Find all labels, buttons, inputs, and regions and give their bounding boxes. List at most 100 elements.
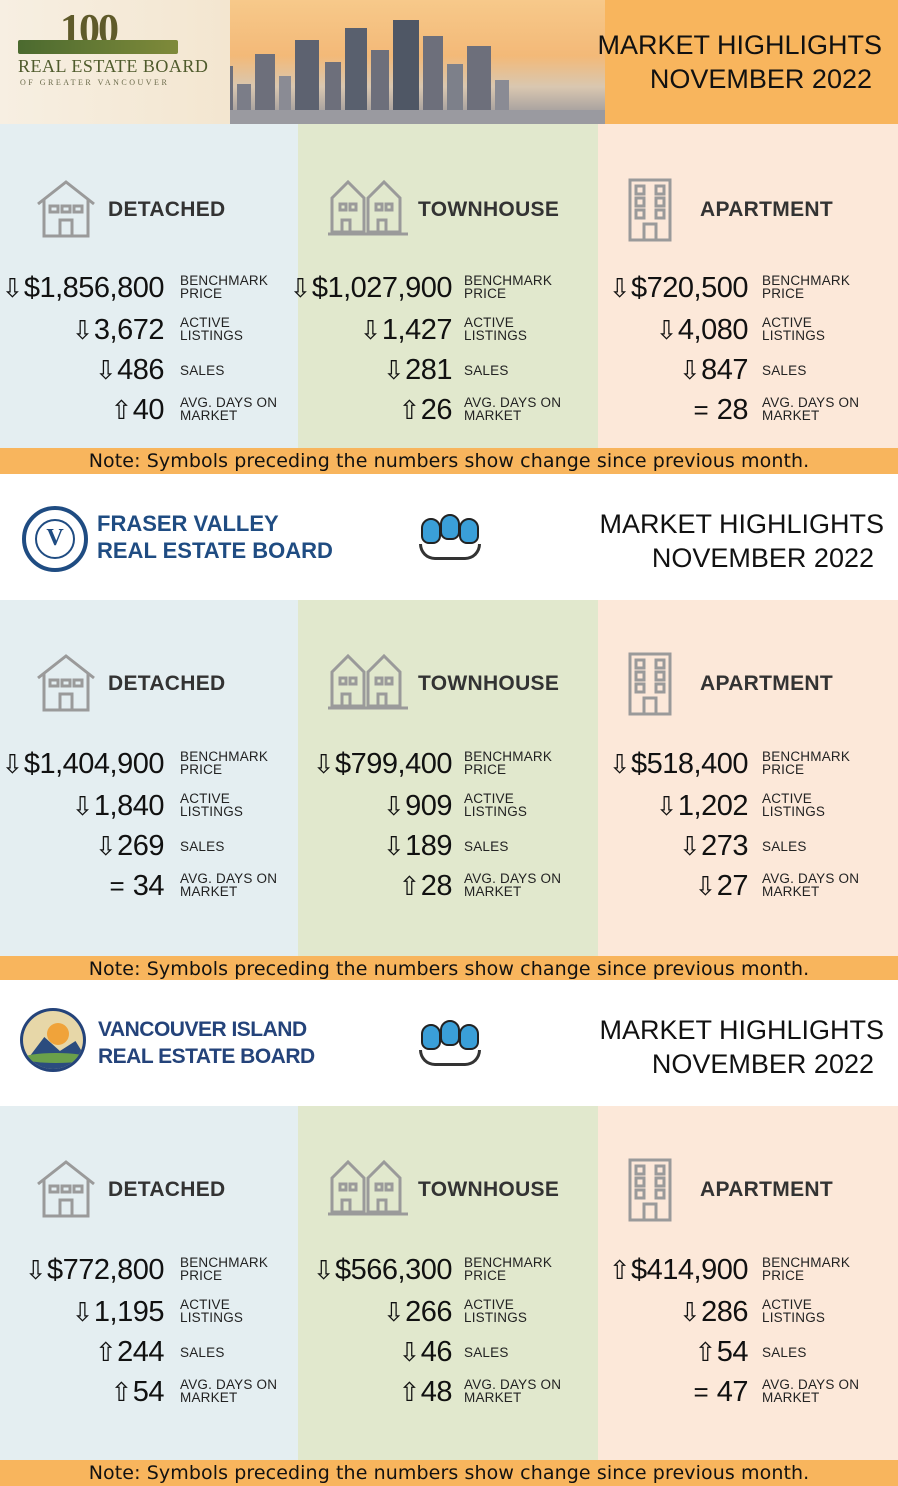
change-arrow: ⇩ (655, 791, 678, 821)
active-listings-value: ⇩1,840 (72, 786, 165, 826)
townhouse-label: TOWNHOUSE (418, 198, 560, 221)
apartment-label: APARTMENT (700, 1178, 833, 1201)
benchmark-price-label: BENCHMARK PRICE (464, 273, 553, 301)
active-listings-label: ACTIVE LISTINGS (180, 791, 244, 819)
days-on-market-value: ⇧40 (110, 390, 164, 430)
sales-label: SALES (762, 839, 807, 854)
active-listings-row: ⇩266 ACTIVE LISTINGS (298, 1292, 598, 1332)
sales-label: SALES (180, 363, 225, 378)
logo-board-name: REAL ESTATE BOARD (18, 56, 209, 76)
value-number: 269 (117, 830, 164, 862)
value-number: 486 (117, 354, 164, 386)
value-number: 27 (716, 870, 749, 902)
value-number: 281 (405, 354, 452, 386)
benchmark-price-value: ⇩$518,400 (609, 744, 749, 784)
value-number: 54 (716, 1336, 749, 1368)
days-on-market-value: = 28 (693, 390, 748, 430)
townhouse-icon (328, 179, 408, 236)
title-line-2: NOVEMBER 2022 (651, 1049, 874, 1079)
board-name-line-2: REAL ESTATE BOARD (98, 1045, 315, 1068)
board-name-line-1: FRASER VALLEY (97, 511, 279, 536)
value-number: $1,027,900 (311, 272, 453, 304)
sales-value: ⇧54 (694, 1332, 748, 1372)
title-line-2: NOVEMBER 2022 (651, 543, 874, 573)
days-on-market-label: AVG. DAYS ON MARKET (180, 871, 278, 899)
change-arrow: ⇩ (1, 273, 24, 303)
sales-value: ⇩847 (679, 350, 749, 390)
value-number: $518,400 (631, 748, 748, 780)
value-number: 26 (420, 394, 453, 426)
logo-skyline-mark (18, 40, 178, 54)
value-number: 34 (125, 870, 165, 902)
value-number: $1,856,800 (23, 272, 165, 304)
benchmark-price-value: ⇧$414,900 (608, 1250, 749, 1290)
benchmark-price-row: ⇩$799,400 BENCHMARK PRICE (298, 744, 598, 784)
benchmark-price-row: ⇩$518,400 BENCHMARK PRICE (598, 744, 898, 784)
change-arrow: = (693, 395, 709, 425)
sales-label: SALES (762, 1345, 807, 1360)
days-on-market-row: ⇧28 AVG. DAYS ON MARKET (298, 866, 598, 906)
value-number: 266 (405, 1296, 452, 1328)
change-arrow: ⇧ (608, 1255, 631, 1285)
change-arrow: = (693, 1377, 709, 1407)
vancouver-skyline-image (175, 0, 605, 124)
value-number: 847 (701, 354, 748, 386)
active-listings-row: ⇩1,427 ACTIVE LISTINGS (298, 310, 598, 350)
market-highlights-title: MARKET HIGHLIGHTS NOVEMBER 2022 (597, 28, 882, 96)
days-on-market-row: ⇧48 AVG. DAYS ON MARKET (298, 1372, 598, 1412)
change-arrow: ⇩ (71, 1297, 94, 1327)
board-name-line-2: REAL ESTATE BOARD (97, 538, 333, 563)
sales-label: SALES (180, 839, 225, 854)
benchmark-price-label: BENCHMARK PRICE (762, 1255, 851, 1283)
title-line-1: MARKET HIGHLIGHTS (599, 1015, 884, 1045)
seal-inner-ring: V (35, 519, 75, 559)
board-name-line-1: VANCOUVER ISLAND (98, 1018, 307, 1041)
value-number: 1,195 (93, 1296, 165, 1328)
logo-sun (47, 1023, 69, 1045)
change-arrow: ⇩ (24, 1255, 47, 1285)
detached-column: DETACHED ⇩$772,800 BENCHMARK PRICE ⇩1,195… (0, 1106, 298, 1462)
sales-row: ⇩486 SALES (0, 350, 298, 390)
sales-row: ⇩46 SALES (298, 1332, 598, 1372)
sales-value: ⇩281 (383, 350, 453, 390)
benchmark-price-row: ⇩$720,500 BENCHMARK PRICE (598, 268, 898, 308)
days-on-market-row: ⇧54 AVG. DAYS ON MARKET (0, 1372, 298, 1412)
value-number: 286 (701, 1296, 748, 1328)
title-line-1: MARKET HIGHLIGHTS (599, 509, 884, 539)
symbols-note: Note: Symbols preceding the numbers show… (0, 956, 898, 982)
owl-nest-icon (415, 1020, 485, 1070)
sales-label: SALES (464, 363, 509, 378)
rebgv-header: 100 REAL ESTATE BOARD OF GREATER VANCOUV… (0, 0, 898, 124)
vancouver-island-logo-icon (20, 1008, 86, 1072)
seal-v-mark: V (46, 525, 64, 551)
sales-value: ⇧244 (95, 1332, 165, 1372)
change-arrow: ⇧ (110, 1377, 132, 1407)
active-listings-value: ⇩1,202 (655, 786, 749, 826)
detached-label: DETACHED (108, 1178, 226, 1201)
value-number: 40 (132, 394, 165, 426)
days-on-market-label: AVG. DAYS ON MARKET (762, 1377, 860, 1405)
days-on-market-value: ⇧26 (398, 390, 452, 430)
change-arrow: ⇧ (398, 871, 420, 901)
change-arrow: ⇩ (655, 315, 678, 345)
value-number: $799,400 (335, 748, 452, 780)
logo-board-sub: OF GREATER VANCOUVER (20, 78, 170, 87)
benchmark-price-row: ⇩$1,856,800 BENCHMARK PRICE (0, 268, 298, 308)
active-listings-value: ⇩1,427 (360, 310, 453, 350)
change-arrow: ⇧ (694, 1337, 716, 1367)
value-number: 28 (709, 394, 749, 426)
active-listings-row: ⇩286 ACTIVE LISTINGS (598, 1292, 898, 1332)
active-listings-label: ACTIVE LISTINGS (762, 791, 826, 819)
days-on-market-label: AVG. DAYS ON MARKET (762, 395, 860, 423)
days-on-market-label: AVG. DAYS ON MARKET (464, 395, 562, 423)
house-icon (37, 1160, 95, 1218)
change-arrow: ⇩ (1, 749, 24, 779)
active-listings-row: ⇩4,080 ACTIVE LISTINGS (598, 310, 898, 350)
fraser-valley-board-name: FRASER VALLEY REAL ESTATE BOARD (97, 510, 333, 564)
fraser-valley-header: V FRASER VALLEY REAL ESTATE BOARD MARKET… (0, 474, 898, 600)
value-number: $566,300 (335, 1254, 452, 1286)
benchmark-price-row: ⇩$1,027,900 BENCHMARK PRICE (290, 268, 598, 308)
vancouver-island-board-name: VANCOUVER ISLAND REAL ESTATE BOARD (98, 1016, 315, 1070)
days-on-market-value: = 34 (109, 866, 164, 906)
detached-label: DETACHED (108, 198, 226, 221)
